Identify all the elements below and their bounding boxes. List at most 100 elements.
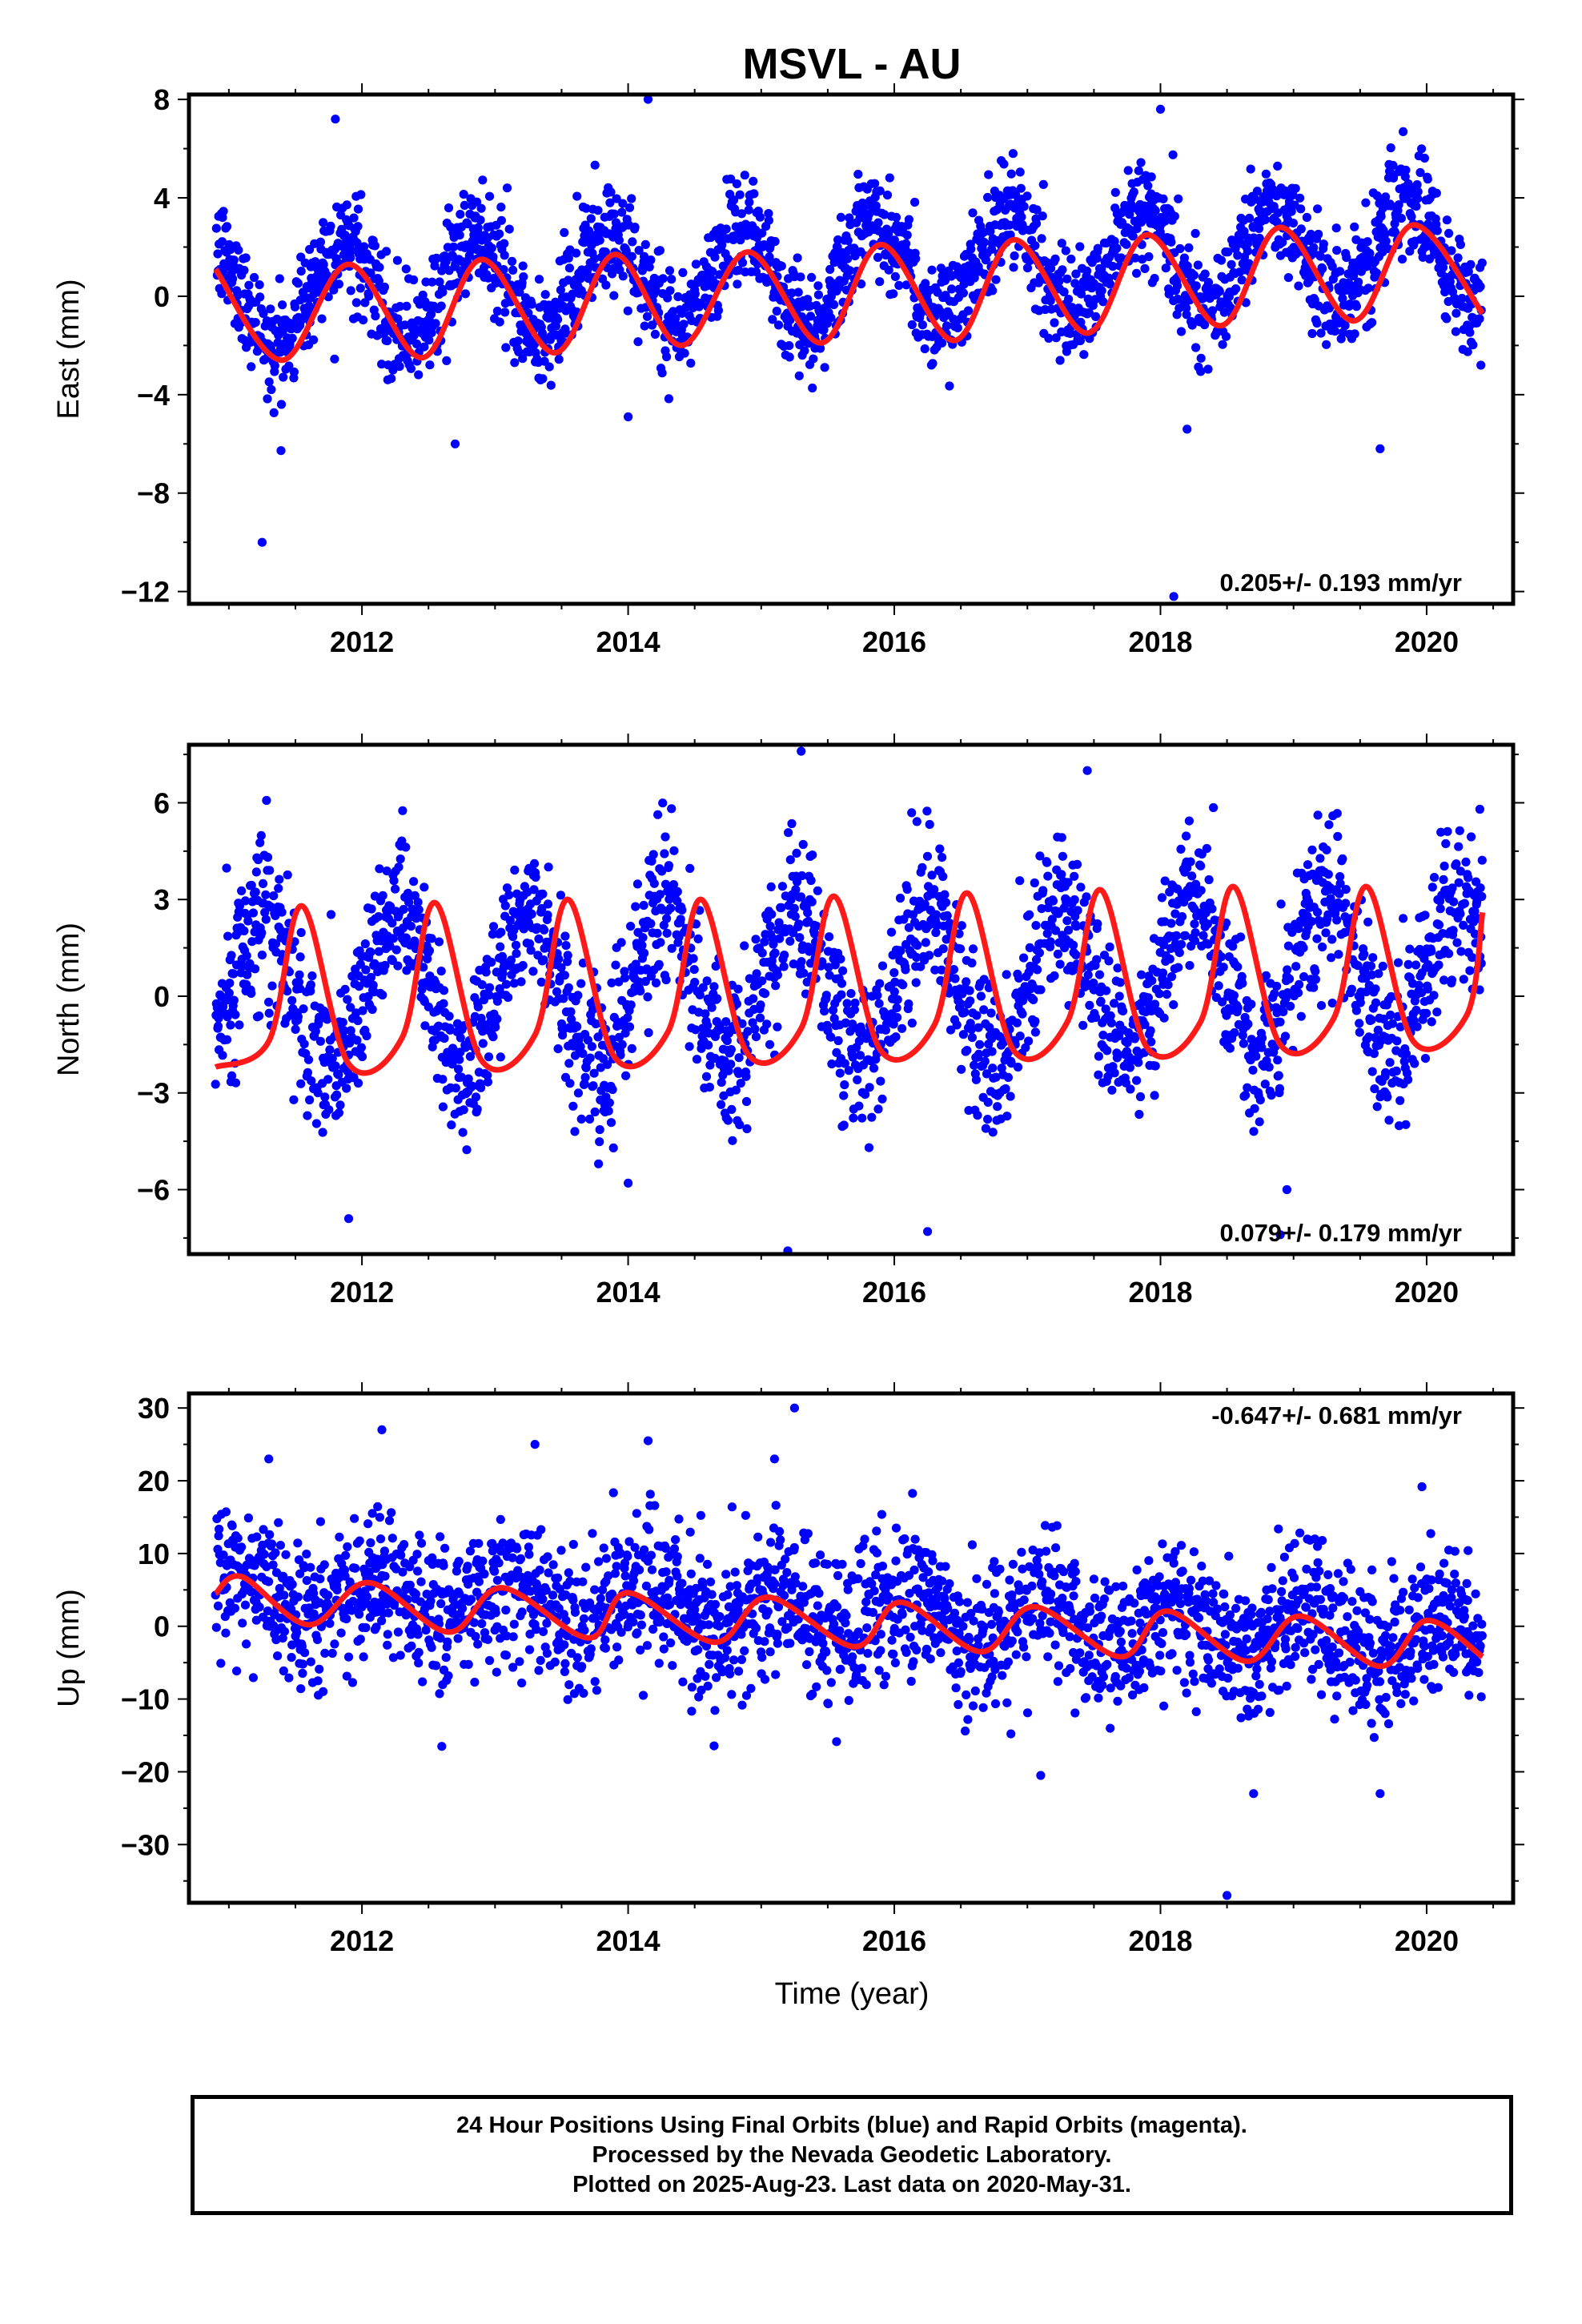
data-point bbox=[945, 381, 954, 391]
data-point bbox=[385, 941, 395, 951]
data-point bbox=[895, 893, 905, 903]
data-point bbox=[1106, 279, 1115, 289]
data-point bbox=[1331, 905, 1340, 915]
data-point bbox=[330, 354, 339, 364]
data-point bbox=[661, 879, 671, 889]
data-point bbox=[1429, 873, 1439, 883]
data-point bbox=[616, 938, 626, 947]
data-point bbox=[721, 224, 731, 234]
data-point bbox=[724, 1066, 733, 1076]
data-point bbox=[636, 987, 645, 996]
data-point bbox=[891, 212, 901, 222]
data-point bbox=[1012, 1018, 1022, 1027]
data-point bbox=[979, 237, 989, 247]
data-point bbox=[795, 933, 805, 943]
data-point bbox=[529, 885, 539, 895]
data-point bbox=[1367, 1067, 1377, 1076]
data-point bbox=[950, 974, 960, 983]
data-point bbox=[727, 1104, 737, 1114]
data-point bbox=[1006, 1059, 1016, 1068]
data-point bbox=[259, 1550, 269, 1559]
data-point bbox=[1257, 1043, 1267, 1052]
data-point bbox=[393, 961, 403, 971]
data-point bbox=[506, 955, 516, 965]
data-point bbox=[1401, 165, 1411, 175]
data-point bbox=[660, 849, 669, 858]
data-point bbox=[1422, 1008, 1431, 1018]
east-rate-label: 0.205+/- 0.193 mm/yr bbox=[1220, 569, 1462, 597]
data-point bbox=[275, 875, 284, 884]
data-point bbox=[791, 885, 801, 895]
data-point bbox=[800, 346, 809, 356]
data-point bbox=[1196, 861, 1206, 870]
data-point bbox=[1363, 237, 1372, 247]
data-point bbox=[807, 272, 817, 282]
data-point bbox=[1412, 180, 1422, 190]
data-point bbox=[1338, 854, 1347, 863]
y-tick-label: 6 bbox=[154, 786, 170, 819]
data-point bbox=[278, 300, 287, 310]
data-point bbox=[817, 957, 827, 967]
data-point bbox=[1333, 831, 1343, 842]
data-point bbox=[966, 996, 975, 1006]
data-point bbox=[1062, 916, 1072, 926]
data-point bbox=[1420, 911, 1430, 920]
data-point bbox=[627, 1043, 636, 1053]
data-point bbox=[1059, 287, 1069, 297]
data-point bbox=[846, 989, 856, 999]
data-point bbox=[789, 928, 798, 938]
data-point bbox=[1094, 1070, 1103, 1080]
y-tick-label: 3 bbox=[154, 883, 170, 916]
north-points bbox=[211, 746, 1487, 1254]
data-point bbox=[404, 898, 414, 907]
data-point bbox=[222, 863, 231, 873]
data-point bbox=[261, 890, 271, 899]
data-point bbox=[1394, 200, 1403, 210]
data-point bbox=[600, 247, 611, 257]
data-point bbox=[1057, 833, 1066, 842]
data-point bbox=[1427, 947, 1436, 956]
data-point bbox=[963, 306, 974, 316]
data-point bbox=[1378, 961, 1387, 971]
data-point bbox=[260, 907, 270, 917]
data-point bbox=[632, 879, 643, 889]
data-point bbox=[981, 1124, 990, 1133]
data-point bbox=[353, 204, 363, 214]
data-point bbox=[957, 921, 966, 931]
data-point bbox=[709, 982, 719, 991]
data-point bbox=[785, 936, 795, 946]
data-point bbox=[634, 246, 644, 255]
data-point bbox=[884, 265, 893, 275]
data-point bbox=[1302, 212, 1311, 223]
data-point bbox=[378, 891, 387, 900]
data-point bbox=[483, 1077, 493, 1087]
data-point bbox=[1066, 254, 1076, 264]
data-point bbox=[1202, 843, 1211, 854]
data-point bbox=[889, 289, 898, 299]
data-point bbox=[1106, 1011, 1115, 1020]
data-point bbox=[438, 1102, 448, 1112]
data-point bbox=[789, 959, 798, 969]
data-point bbox=[476, 203, 486, 213]
data-point bbox=[751, 267, 761, 276]
data-point bbox=[459, 190, 468, 199]
data-point bbox=[1136, 999, 1146, 1008]
data-point bbox=[1166, 971, 1177, 982]
data-point bbox=[1452, 938, 1462, 947]
data-point bbox=[495, 229, 504, 239]
data-point bbox=[1399, 914, 1408, 923]
data-point bbox=[317, 314, 327, 324]
data-point bbox=[329, 285, 339, 295]
data-point bbox=[484, 991, 494, 1000]
data-point bbox=[511, 940, 521, 950]
data-point bbox=[311, 1027, 320, 1036]
data-point bbox=[293, 279, 303, 288]
data-point bbox=[402, 966, 412, 975]
data-point bbox=[459, 1105, 468, 1115]
data-point bbox=[686, 358, 696, 368]
data-point bbox=[458, 1128, 468, 1137]
data-point bbox=[711, 961, 721, 971]
data-point bbox=[726, 1045, 736, 1055]
data-point bbox=[624, 203, 635, 212]
data-point bbox=[703, 1021, 713, 1031]
